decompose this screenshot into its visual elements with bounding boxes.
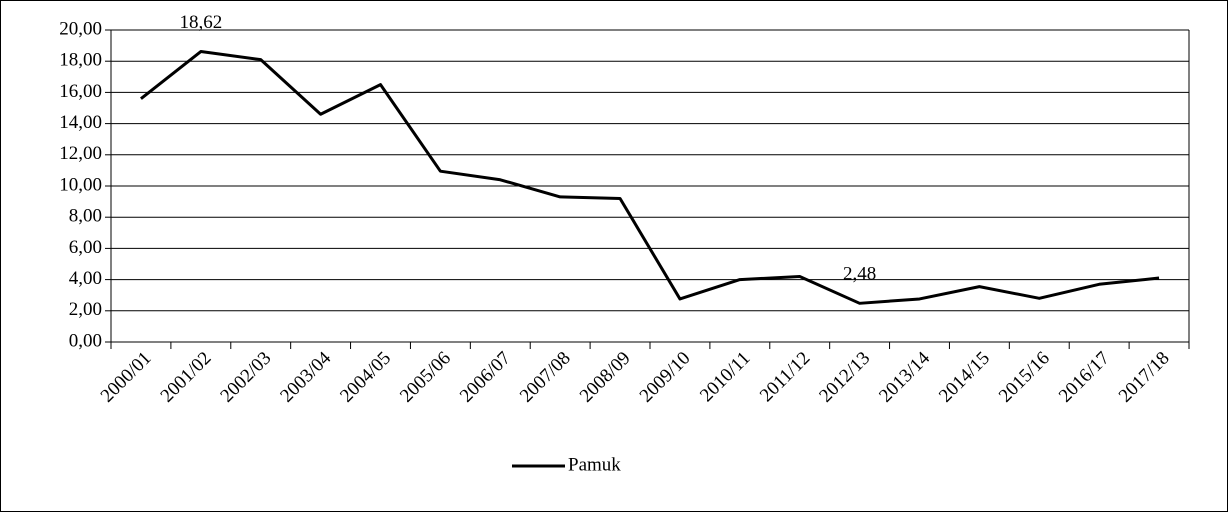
y-tick-label: 14,00 xyxy=(59,112,102,133)
y-tick-label: 8,00 xyxy=(69,206,102,227)
y-tick-label: 10,00 xyxy=(59,174,102,195)
y-tick-label: 0,00 xyxy=(69,330,102,351)
y-tick-label: 6,00 xyxy=(69,237,102,258)
y-tick-label: 16,00 xyxy=(59,81,102,102)
series-line xyxy=(140,50,1160,305)
data-label: 2,48 xyxy=(843,264,876,285)
y-tick-label: 12,00 xyxy=(59,143,102,164)
legend-label: Pamuk xyxy=(568,454,621,475)
y-tick-label: 18,00 xyxy=(59,50,102,71)
y-tick-label: 2,00 xyxy=(69,299,102,320)
y-tick-label: 4,00 xyxy=(69,268,102,289)
y-tick-label: 20,00 xyxy=(59,18,102,39)
data-label: 18,62 xyxy=(179,12,222,33)
